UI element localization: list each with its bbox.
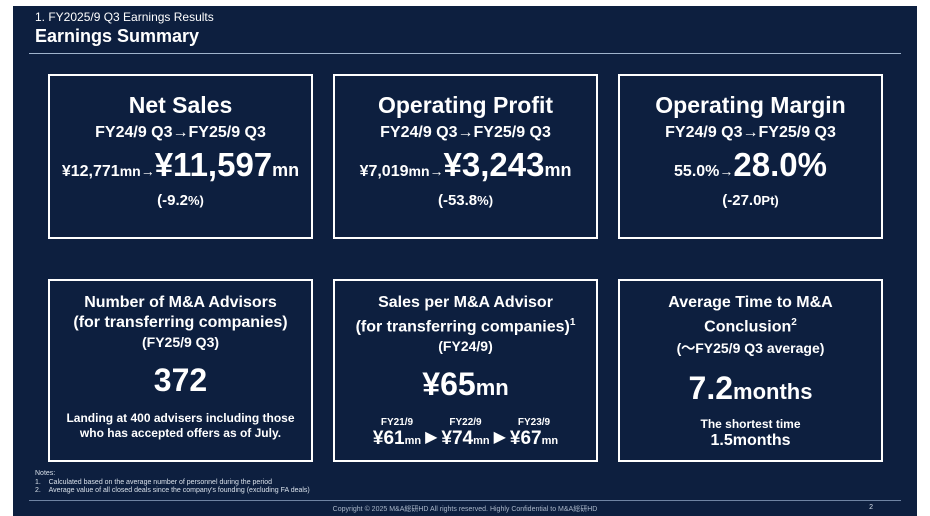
history-value: ¥61 <box>372 428 405 449</box>
sales-per-advisor-title-line2: (for transferring companies) <box>355 318 570 336</box>
net-sales-prev-unit: mn <box>119 163 141 179</box>
operating-margin-period: FY24/9 Q3→FY25/9 Q3 <box>665 124 836 141</box>
advisors-note: Landing at 400 advisers including those … <box>50 411 311 441</box>
advisors-title-line1: Number of M&A Advisors <box>84 294 277 311</box>
advisors-title: Number of M&A Advisors (for transferring… <box>50 293 311 333</box>
operating-profit-curr-unit: mn <box>544 160 572 180</box>
section-label: 1. FY2025/9 Q3 Earnings Results <box>35 10 214 24</box>
notes: Notes: 1. Calculated based on the averag… <box>35 470 310 496</box>
triangle-right-icon: ▶ <box>425 429 438 446</box>
net-sales-values: ¥12,771mn→¥11,597mn <box>50 146 311 184</box>
sales-per-advisor-value-wrap: ¥65mn <box>335 366 596 403</box>
note-item: 1. Calculated based on the average numbe… <box>35 478 272 486</box>
sales-per-advisor-title-line2-wrap: (for transferring companies)1 <box>335 313 596 337</box>
shortest-time-value: 1.5months <box>710 432 791 450</box>
operating-profit-card: Operating Profit FY24/9 Q3→FY25/9 Q3 ¥7,… <box>333 74 598 239</box>
slide: 1. FY2025/9 Q3 Earnings Results Earnings… <box>13 6 917 516</box>
sales-per-advisor-unit: mn <box>475 375 509 401</box>
net-sales-curr: ¥11,597 <box>154 146 273 183</box>
footer-divider <box>29 500 901 501</box>
operating-profit-prev: ¥7,019 <box>359 163 409 180</box>
sales-per-advisor-card: Sales per M&A Advisor (for transferring … <box>333 279 598 462</box>
note-item: 2. Average value of all closed deals sin… <box>35 487 310 494</box>
operating-margin-change: (-27.0Pt) <box>620 192 881 209</box>
net-sales-prev: ¥12,771 <box>61 163 120 180</box>
net-sales-change-unit: %) <box>187 193 204 208</box>
avg-time-card: Average Time to M&A Conclusion2 (～FY25/9… <box>618 279 883 462</box>
history-value-wrap: ¥61mn <box>373 428 421 450</box>
footnote-ref-2: 2 <box>791 317 797 328</box>
advisors-note-line1: Landing at 400 advisers including those <box>66 411 295 425</box>
operating-margin-card: Operating Margin FY24/9 Q3→FY25/9 Q3 55.… <box>618 74 883 239</box>
avg-time-title-line2-wrap: Conclusion2 <box>620 313 881 337</box>
history-value-wrap: ¥74mn <box>441 428 489 450</box>
history-label: FY22/9 <box>449 417 482 428</box>
operating-margin-values: 55.0%→28.0% <box>620 146 881 184</box>
operating-margin-title: Operating Margin <box>655 92 846 118</box>
history-unit: mn <box>541 435 559 447</box>
net-sales-title: Net Sales <box>128 92 233 118</box>
operating-margin-prev: 55.0% <box>674 163 720 180</box>
history-value: ¥67 <box>509 428 542 449</box>
avg-time-title-line1: Average Time to M&A <box>668 294 833 311</box>
history-label: FY21/9 <box>380 417 414 428</box>
operating-profit-change-value: (-53.8 <box>437 192 478 209</box>
operating-profit-prev-unit: mn <box>408 163 430 179</box>
avg-time-title: Average Time to M&A Conclusion2 <box>620 293 881 337</box>
operating-margin-curr: 28.0% <box>733 146 827 183</box>
notes-heading: Notes: <box>35 470 56 477</box>
page-title: Earnings Summary <box>35 26 200 46</box>
avg-time-value: 7.2 <box>688 370 734 407</box>
footnote-ref-1: 1 <box>569 317 576 328</box>
page-number: 2 <box>869 504 873 511</box>
header-divider <box>29 53 901 54</box>
operating-profit-change-unit: %) <box>477 193 494 208</box>
net-sales-card: Net Sales FY24/9 Q3→FY25/9 Q3 ¥12,771mn→… <box>48 74 313 239</box>
history-unit: mn <box>473 435 490 447</box>
avg-time-title-line2: Conclusion <box>704 318 792 336</box>
copyright: Copyright © 2025 M&A総研HD All rights rese… <box>332 506 598 513</box>
net-sales-change: (-9.2%) <box>50 192 311 209</box>
avg-time-period: (～FY25/9 Q3 average) <box>676 340 825 357</box>
history-value-wrap: ¥67mn <box>510 428 558 450</box>
operating-margin-change-unit: Pt) <box>761 193 779 208</box>
history-item: FY23/9 ¥67mn <box>510 417 558 450</box>
triangle-right-icon: ▶ <box>493 429 506 446</box>
history-label: FY23/9 <box>517 417 551 428</box>
history-value: ¥74 <box>441 428 474 449</box>
advisors-card: Number of M&A Advisors (for transferring… <box>48 279 313 462</box>
history-unit: mn <box>404 435 422 447</box>
sales-per-advisor-value: ¥65 <box>422 366 476 403</box>
operating-profit-change: (-53.8%) <box>335 192 596 209</box>
net-sales-change-value: (-9.2 <box>157 192 188 209</box>
sales-history: FY21/9 ¥61mn ▶ FY22/9 ¥74mn ▶ FY23/9 ¥67… <box>335 417 596 450</box>
sales-per-advisor-title-line1: Sales per M&A Advisor <box>378 294 553 311</box>
history-item: FY22/9 ¥74mn <box>441 417 489 450</box>
advisors-value: 372 <box>153 362 208 398</box>
operating-margin-change-value: (-27.0 <box>722 192 762 209</box>
operating-profit-period: FY24/9 Q3→FY25/9 Q3 <box>380 124 551 141</box>
net-sales-period: FY24/9 Q3→FY25/9 Q3 <box>95 124 266 141</box>
operating-profit-values: ¥7,019mn→¥3,243mn <box>335 146 596 184</box>
sales-per-advisor-title: Sales per M&A Advisor (for transferring … <box>335 293 596 337</box>
advisors-period: (FY25/9 Q3) <box>141 334 220 350</box>
operating-profit-curr: ¥3,243 <box>443 146 545 183</box>
sales-per-advisor-period: (FY24/9) <box>438 338 493 355</box>
net-sales-arrow: → <box>140 163 155 179</box>
history-item: FY21/9 ¥61mn <box>373 417 421 450</box>
avg-time-unit: months <box>733 379 813 405</box>
operating-margin-arrow: → <box>719 163 734 179</box>
shortest-time-label: The shortest time <box>700 417 801 432</box>
net-sales-curr-unit: mn <box>272 160 300 180</box>
advisors-note-line2: who has accepted offers as of July. <box>79 426 282 440</box>
operating-profit-title: Operating Profit <box>377 92 554 118</box>
operating-profit-arrow: → <box>429 163 444 179</box>
advisors-title-line2: (for transferring companies) <box>73 314 288 331</box>
avg-time-value-wrap: 7.2months <box>620 370 881 407</box>
